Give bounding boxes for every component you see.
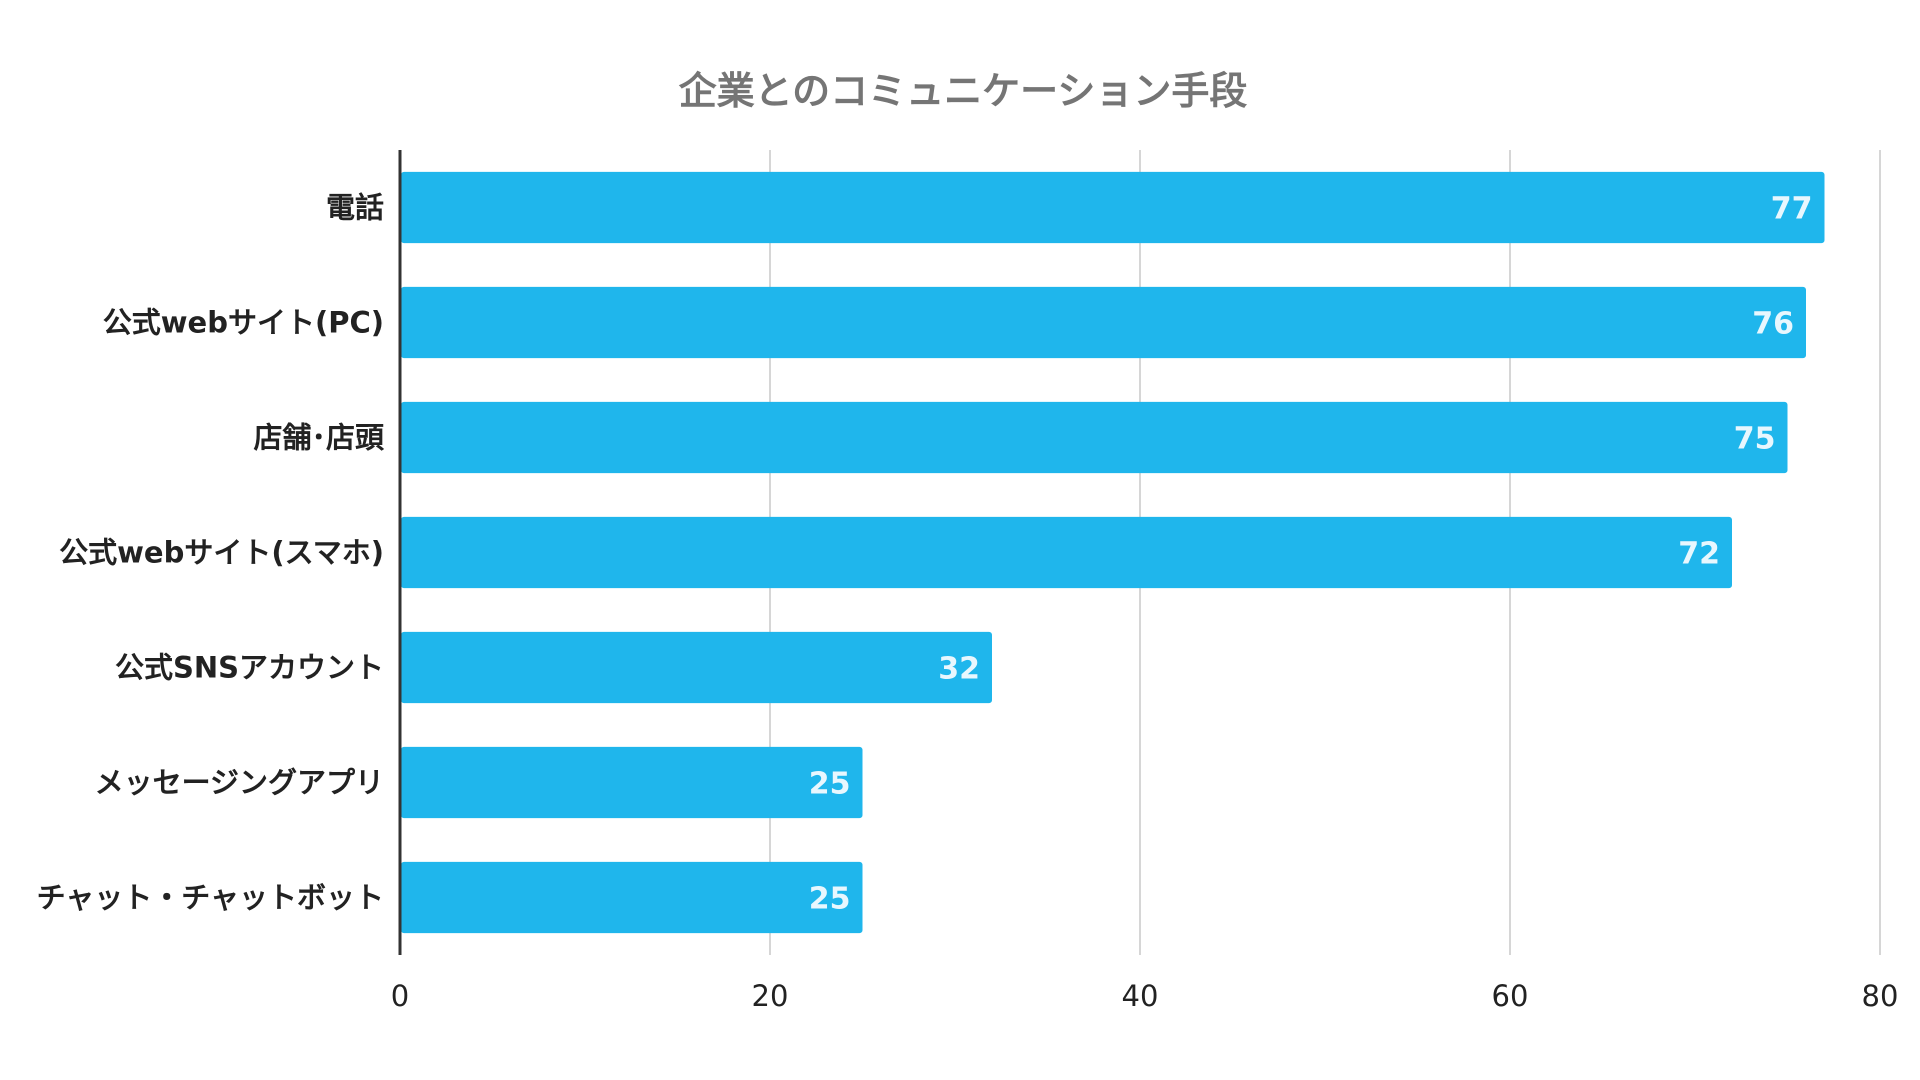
x-tick-label: 0 — [391, 979, 409, 1013]
category-label: 公式SNSアカウント — [115, 651, 384, 685]
bar — [401, 861, 863, 934]
x-tick-label: 40 — [1122, 979, 1159, 1013]
bar — [401, 516, 1732, 589]
x-tick-label: 60 — [1492, 979, 1529, 1013]
category-label: 店舗･店頭 — [253, 421, 385, 455]
bar-value-label: 75 — [1734, 422, 1776, 457]
x-tick-label: 80 — [1862, 979, 1899, 1013]
bar — [401, 631, 992, 704]
bar-value-label: 72 — [1678, 537, 1720, 572]
category-label: メッセージングアプリ — [95, 766, 384, 800]
bar-value-label: 25 — [809, 882, 851, 917]
bar-value-label: 77 — [1771, 192, 1813, 227]
category-label: 公式webサイト(PC) — [103, 306, 384, 340]
category-label: 電話 — [326, 191, 384, 225]
bar — [401, 401, 1788, 474]
chart-title: 企業とのコミュニケーション手段 — [679, 69, 1248, 113]
category-label: 公式webサイト(スマホ) — [59, 536, 384, 570]
bars — [401, 171, 1825, 934]
x-axis-ticks: 0 20 40 60 80 — [391, 979, 1899, 1013]
bar-value-label: 32 — [938, 652, 980, 687]
bar — [401, 286, 1806, 359]
x-tick-label: 20 — [752, 979, 789, 1013]
bar — [401, 171, 1825, 244]
bar — [401, 746, 863, 819]
bar-value-label: 76 — [1752, 307, 1794, 342]
category-label: チャット・チャットボット — [37, 881, 384, 915]
bar-value-label: 25 — [809, 767, 851, 802]
data-labels: 77 76 75 72 32 25 25 — [809, 192, 1813, 917]
